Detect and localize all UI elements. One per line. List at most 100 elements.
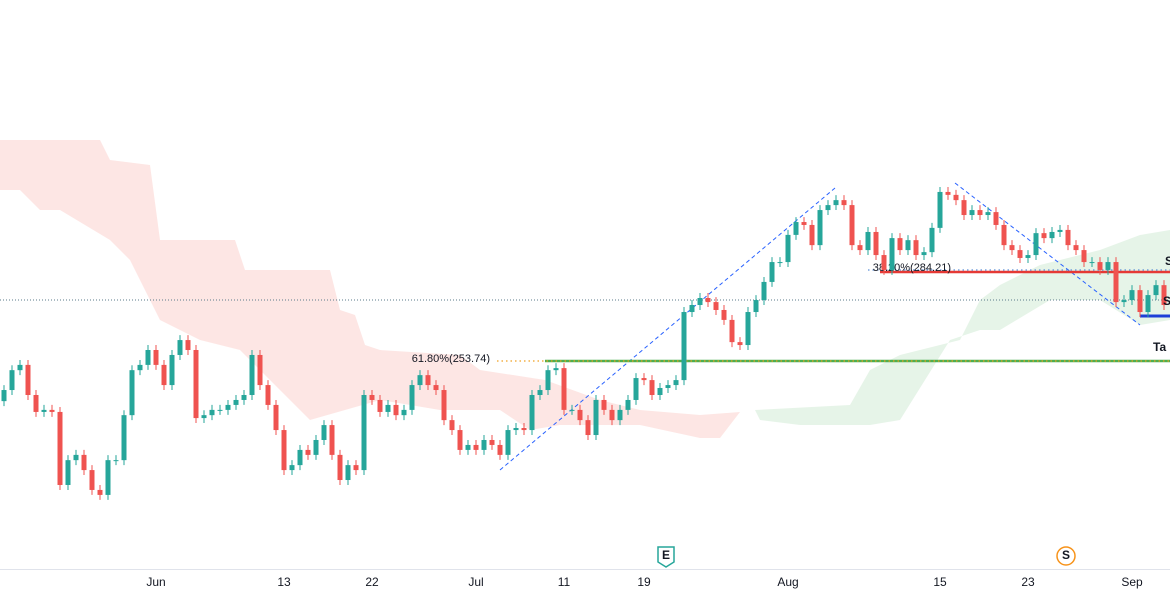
candle-body [393,404,399,416]
candle-body [313,439,319,455]
candle-body [585,420,591,436]
candle-body [57,411,63,485]
trend-line [954,182,1141,326]
candle-body [1017,250,1023,258]
candle-body [417,375,423,386]
candle-body [1129,290,1135,301]
candle-body [593,399,599,436]
x-tick-label: Jul [468,575,483,589]
marks: 61.80%(253.74)38.20%(284.21)Jun 13 22 Jul 11… [1,186,1170,589]
candle-body [521,428,527,431]
candle-body [961,200,967,216]
annotation-label: S [1163,294,1170,308]
candle-body [641,378,647,381]
x-tick-label: 22 [365,575,379,589]
candle-body [649,380,655,395]
candle-body [913,240,919,256]
candle-body [553,368,559,371]
candle-body [337,454,343,481]
candle-body [905,240,911,251]
candle-body [969,210,975,216]
ichimoku-cloud-bullish [755,230,1170,425]
candle-body [609,409,615,421]
annotation-label: Ta [1153,340,1166,354]
candle-body [1161,285,1167,306]
candle-body [217,409,223,411]
candle-body [793,222,799,235]
candle-body [601,399,607,410]
candle-body [1113,262,1119,303]
x-tick-label: Jun [146,575,165,589]
candle-body [865,231,871,251]
candle-body [1001,224,1007,246]
candle-body [545,370,551,391]
candle-body [169,354,175,386]
candle-body [433,385,439,391]
x-tick-label: Aug [777,575,798,589]
candle-body [785,234,791,263]
candle-body [1073,245,1079,251]
candle-body [897,238,903,251]
candle-body [513,428,519,431]
candle-body [561,368,567,410]
candle-body [777,262,783,264]
candle-body [761,281,767,301]
candle-body [209,409,215,416]
event-marker: S [1056,546,1076,566]
candle-body [377,399,383,412]
candle-body [537,390,543,395]
candle-body [241,394,247,400]
candle-body [137,364,143,371]
candle-body [89,470,95,490]
candle-body [737,342,743,346]
candle-body [441,390,447,421]
candle-body [889,238,895,270]
candle-body [449,420,455,431]
candle-body [617,409,623,421]
candle-body [817,210,823,246]
candle-body [361,394,367,471]
candle-body [577,409,583,421]
candle-body [1033,233,1039,256]
candle-body [753,300,759,313]
candle-body [993,212,999,225]
candle-body [937,191,943,228]
candle-body [265,385,271,405]
candle-body [113,460,119,462]
candle-body [273,404,279,431]
candle-body [1153,285,1159,296]
candle-body [425,375,431,386]
candle-body [921,252,927,256]
candle-body [881,255,887,270]
candle-body [833,200,839,206]
candle-body [257,354,263,386]
candle-body [1057,229,1063,232]
candle-body [153,350,159,365]
candle-body [25,364,31,395]
candle-body [65,460,71,485]
candle-body [49,409,55,412]
candle-body [161,364,167,386]
candle-body [1,390,7,402]
candle-body [841,200,847,206]
candle-body [145,350,151,365]
candle-body [1097,262,1103,270]
candle-body [1041,233,1047,239]
candle-body [657,387,663,395]
candle-body [1049,231,1055,239]
candle-body [41,409,47,412]
candle-body [1081,250,1087,263]
candle-body [225,404,231,410]
annotation-label: S [1165,254,1170,268]
candle-body [529,394,535,431]
candle-body [481,439,487,450]
candle-body [353,465,359,471]
candle-body [185,340,191,351]
candle-body [177,340,183,355]
candle-body [873,231,879,256]
candle-body [129,370,135,416]
candle-body [385,404,391,412]
trend-line [499,187,836,471]
